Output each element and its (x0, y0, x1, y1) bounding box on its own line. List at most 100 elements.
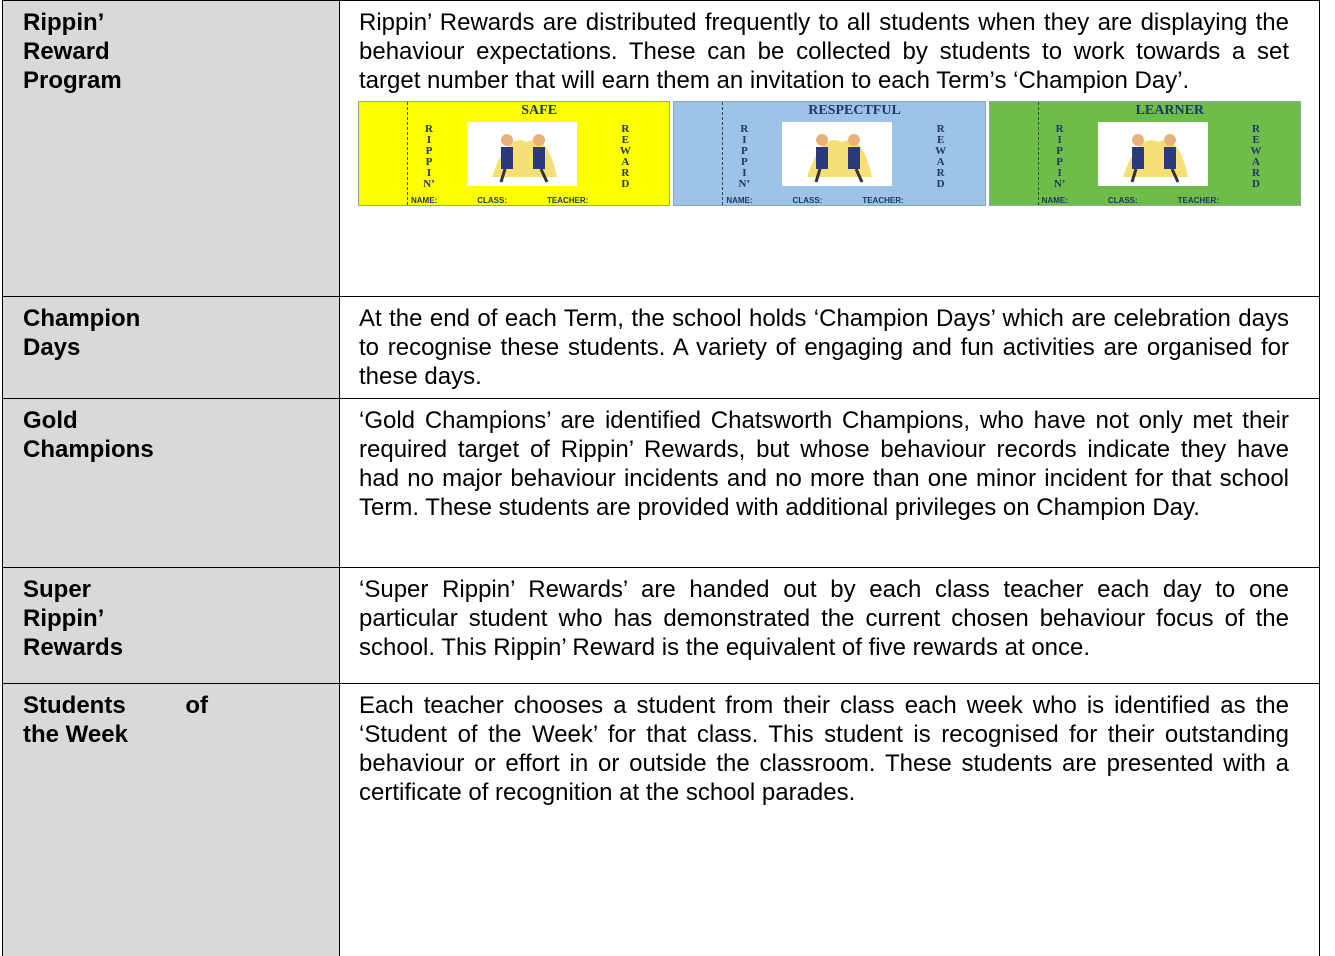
tear-line (1037, 102, 1039, 205)
letter: P (425, 145, 433, 157)
letter: P (740, 145, 748, 157)
letter: D (621, 178, 630, 190)
letter: D (936, 178, 945, 190)
label: Rippin’ Reward Program (23, 8, 208, 95)
footer-field: CLASS: (477, 196, 507, 205)
label-cell: Students of the Week (2, 683, 340, 956)
reward-card: RESPECTFUL R I P P I N’ R E W A R D NAME: CLASS: TEACHE… (673, 101, 986, 206)
card-footer: NAME: CLASS: TEACHER: (726, 196, 970, 205)
label-cell: Rippin’ Reward Program (2, 0, 340, 297)
description-cell: At the end of each Term, the school hold… (339, 296, 1320, 399)
letter: P (1056, 156, 1064, 168)
footer-field: TEACHER: (547, 196, 589, 205)
letter: W (935, 145, 947, 157)
description-cell: ‘Super Rippin’ Rewards’ are handed out b… (339, 567, 1320, 684)
card-title: SAFE (521, 103, 558, 118)
card-footer: NAME: CLASS: TEACHER: (411, 196, 655, 205)
card-picture (782, 122, 893, 186)
description: ‘Gold Champions’ are identified Chatswor… (359, 407, 1289, 521)
card-footer: NAME: CLASS: TEACHER: (1042, 196, 1286, 205)
card-title: LEARNER (1135, 103, 1205, 118)
letter: A (936, 156, 945, 168)
description-cell: ‘Gold Champions’ are identified Chatswor… (339, 398, 1320, 568)
label-line: Champion (23, 305, 141, 332)
description-cell: Each teacher chooses a student from thei… (339, 683, 1320, 956)
card-picture (467, 122, 577, 186)
label-line: the Week (23, 721, 128, 748)
letter: R (621, 123, 630, 135)
reward-card: LEARNER R I P P I N’ R E W A R D NAME: CLASS: TEACHER: (988, 101, 1301, 206)
label-line: Rippin’ (23, 605, 105, 632)
letter: N’ (423, 178, 435, 190)
letter: I (426, 167, 432, 179)
letter: R (740, 123, 749, 135)
letter: W (619, 145, 631, 157)
footer-field: CLASS: (792, 196, 823, 205)
label: Super Rippin’ Rewards (23, 575, 208, 662)
letter: I (742, 167, 747, 179)
footer-field: NAME: (1041, 196, 1068, 205)
letters-left: R I P P I N’ (1052, 124, 1068, 190)
card-title: RESPECTFUL (808, 103, 901, 118)
figures (807, 134, 873, 183)
letter: R (425, 123, 433, 135)
reward-card: SAFE R I P P I N’ R E W A R D NAME: CLASS: TEACHER: (358, 101, 671, 206)
label: Students of the Week (23, 691, 208, 749)
description: Each teacher chooses a student from thei… (359, 692, 1289, 806)
letter: R (936, 167, 945, 179)
label: Champion Days (23, 304, 208, 362)
letters-left: R I P P I N’ (421, 124, 437, 190)
label-line: Super (23, 576, 92, 603)
card-picture (1097, 122, 1208, 186)
label-line: Days (23, 334, 81, 361)
letter: R (936, 123, 945, 135)
footer-field: CLASS: (1107, 196, 1138, 205)
letter: P (425, 156, 433, 168)
letter: R (621, 167, 630, 179)
label-line: Rippin’ (23, 9, 105, 36)
footer-field: NAME: (726, 196, 753, 205)
label-line: Rewards (23, 634, 124, 661)
letter: E (1252, 134, 1260, 146)
label-line: Gold (23, 407, 78, 434)
figures (492, 134, 557, 183)
letter: P (1056, 145, 1064, 157)
label-line: Students of (23, 692, 208, 719)
label-line: Reward (23, 38, 110, 65)
table-row: Super Rippin’ Rewards ‘Super Rippin’ Reward… (2, 567, 1320, 684)
description: At the end of each Term, the school hold… (359, 305, 1289, 390)
letter: W (1250, 145, 1262, 157)
letter: P (740, 156, 748, 168)
letter: R (1055, 123, 1064, 135)
description: ‘Super Rippin’ Rewards’ are handed out b… (359, 576, 1289, 661)
label-line: Champions (23, 436, 154, 463)
footer-field: NAME: (411, 196, 438, 205)
label-cell: Gold Champions (2, 398, 340, 568)
footer-field: TEACHER: (862, 196, 904, 205)
label-line: Program (23, 67, 122, 94)
letter: A (1252, 156, 1260, 168)
letter: I (1057, 167, 1062, 179)
description-cell: Rippin’ Rewards are distributed frequent… (339, 0, 1320, 297)
letter: E (936, 134, 945, 146)
tear-line (722, 102, 724, 205)
letter: I (1057, 134, 1062, 146)
letters-left: R I P P I N’ (736, 124, 752, 190)
footer-field: TEACHER: (1177, 196, 1219, 205)
description: Rippin’ Rewards are distributed frequent… (359, 9, 1289, 94)
label-cell: Champion Days (2, 296, 340, 399)
tear-line (407, 102, 408, 205)
label: Gold Champions (23, 406, 208, 464)
letter: E (621, 134, 629, 146)
letter: D (1252, 178, 1260, 190)
reward-cards: SAFE R I P P I N’ R E W A R D NAME: CLASS: TEACHER: RESP… (358, 101, 1301, 206)
table-row: Students of the Week Each teacher chooses … (2, 683, 1320, 956)
figures (1122, 134, 1188, 183)
letter: R (1252, 123, 1260, 135)
letter: I (426, 134, 432, 146)
table-row: Rippin’ Reward Program Rippin’ Rewards are … (2, 0, 1320, 297)
